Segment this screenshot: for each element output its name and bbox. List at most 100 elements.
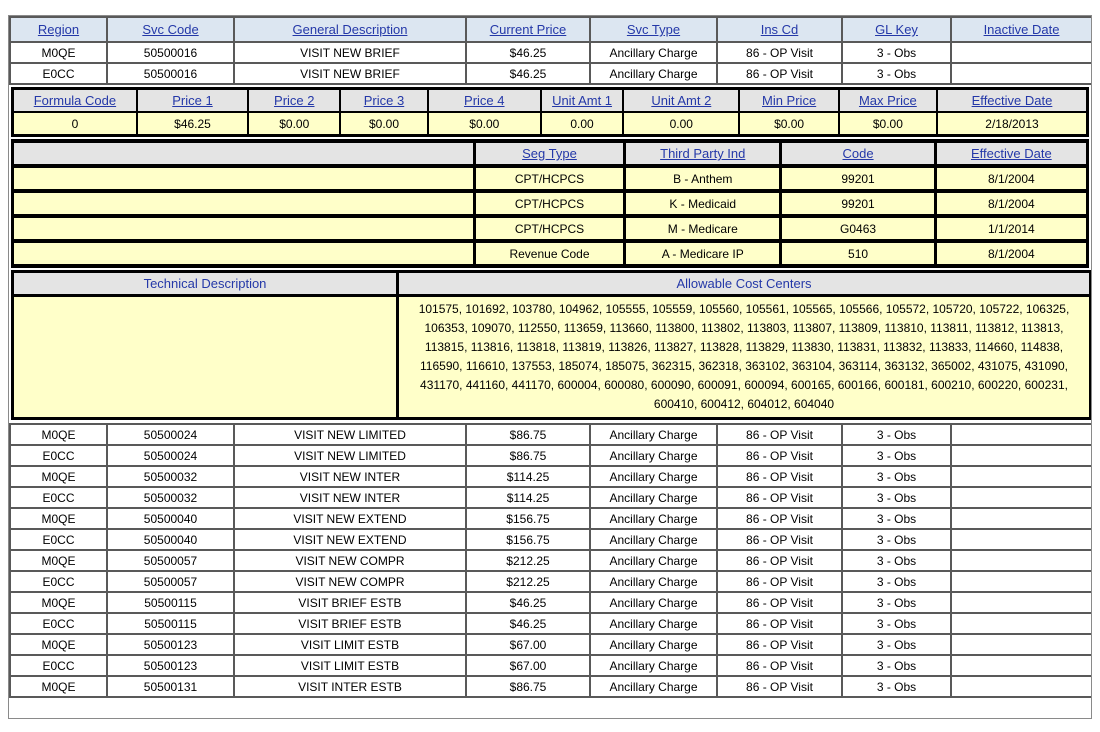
cell-description: VISIT NEW COMPR: [233, 570, 467, 593]
cell-gl-key: 3 - Obs: [841, 486, 952, 509]
column-header-ins-cd-label[interactable]: Ins Cd: [760, 22, 799, 37]
column-header-max-price[interactable]: Max Price: [837, 87, 939, 113]
cell-inactive-date: [950, 675, 1091, 698]
cell-effective-date: 1/1/2014: [933, 214, 1090, 243]
column-header-unit-amt-2-label[interactable]: Unit Amt 2: [651, 93, 712, 108]
cell-price-1: $46.25: [135, 111, 250, 137]
cell-svc-code: 50500131: [106, 675, 235, 698]
cell-spacer: [11, 189, 476, 218]
column-header-current-price[interactable]: Current Price: [465, 16, 591, 43]
cell-description: VISIT BRIEF ESTB: [233, 612, 467, 635]
cell-price: $212.25: [465, 549, 591, 572]
column-header-inactive-date-label[interactable]: Inactive Date: [983, 22, 1060, 37]
cell-spacer: [11, 239, 476, 268]
column-header-gl-key-label[interactable]: GL Key: [875, 22, 918, 37]
column-header-current-price-label[interactable]: Current Price: [489, 22, 567, 37]
cell-gl-key: 3 - Obs: [841, 654, 952, 677]
column-header-third-party-ind-label[interactable]: Third Party Ind: [660, 146, 746, 161]
column-header-general-description[interactable]: General Description: [233, 16, 467, 43]
cell-gl-key: 3 - Obs: [841, 507, 952, 530]
cell-gl-key: 3 - Obs: [841, 612, 952, 635]
column-header-min-price-label[interactable]: Min Price: [762, 93, 817, 108]
cell-region: M0QE: [9, 423, 108, 446]
cell-ins-cd: 86 - OP Visit: [716, 41, 843, 64]
column-header-code-label[interactable]: Code: [842, 146, 874, 161]
cell-third-party-ind: K - Medicaid: [623, 189, 783, 218]
column-header-svc-code-label[interactable]: Svc Code: [142, 22, 199, 37]
table-row: M0QE 50500057 VISIT NEW COMPR $212.25 Ancill…: [9, 549, 1091, 572]
column-header-min-price[interactable]: Min Price: [738, 87, 840, 113]
cell-inactive-date: [950, 591, 1091, 614]
service-header-table: Region Svc Code General Description Curr…: [9, 16, 1091, 85]
column-header-ins-cd[interactable]: Ins Cd: [716, 16, 843, 43]
cell-price-3: $0.00: [339, 111, 429, 137]
detail-data-row: 101575, 101692, 103780, 104962, 105555, …: [11, 294, 1091, 420]
column-header-seg-type-label[interactable]: Seg Type: [522, 146, 577, 161]
cell-inactive-date: [950, 612, 1091, 635]
cell-gl-key: 3 - Obs: [841, 591, 952, 614]
cell-description: VISIT NEW EXTEND: [233, 528, 467, 551]
cell-price: $212.25: [465, 570, 591, 593]
cell-inactive-date: [950, 633, 1091, 656]
formula-header-row: Formula Code Price 1 Price 2 Price 3 Pri…: [11, 87, 1089, 113]
cell-seg-type: CPT/HCPCS: [472, 214, 627, 243]
column-header-svc-type-label[interactable]: Svc Type: [626, 22, 681, 37]
table-row: M0QE 50500115 VISIT BRIEF ESTB $46.25 Ancill…: [9, 591, 1091, 614]
column-header-seg-type[interactable]: Seg Type: [472, 139, 627, 168]
column-header-gl-key[interactable]: GL Key: [841, 16, 952, 43]
cell-region: E0CC: [9, 570, 108, 593]
column-header-effective-date[interactable]: Effective Date: [936, 87, 1089, 113]
column-header-code[interactable]: Code: [779, 139, 937, 168]
column-header-seg-effective-date-label[interactable]: Effective Date: [970, 146, 1052, 161]
column-header-price-1[interactable]: Price 1: [135, 87, 250, 113]
technical-description-value: [11, 294, 399, 420]
cell-code: G0463: [779, 214, 937, 243]
column-header-price-2-label[interactable]: Price 2: [274, 93, 315, 108]
column-header-price-2[interactable]: Price 2: [247, 87, 342, 113]
segment-header-row: Seg Type Third Party Ind Code Effective …: [11, 139, 1090, 168]
column-header-price-4[interactable]: Price 4: [426, 87, 542, 113]
column-header-price-3[interactable]: Price 3: [339, 87, 429, 113]
column-header-formula-code[interactable]: Formula Code: [11, 87, 138, 113]
column-header-price-3-label[interactable]: Price 3: [363, 93, 405, 108]
table-row: E0CC 50500057 VISIT NEW COMPR $212.25 Ancill…: [9, 570, 1091, 593]
column-header-svc-type[interactable]: Svc Type: [589, 16, 718, 43]
column-header-inactive-date[interactable]: Inactive Date: [950, 16, 1091, 43]
cell-svc-type: Ancillary Charge: [589, 486, 718, 509]
column-header-general-description-label[interactable]: General Description: [292, 22, 408, 37]
column-header-unit-amt-1-label[interactable]: Unit Amt 1: [552, 93, 613, 108]
cell-price: $67.00: [465, 654, 591, 677]
cell-spacer: [11, 214, 476, 243]
column-header-region-label[interactable]: Region: [37, 22, 80, 37]
column-header-formula-code-label[interactable]: Formula Code: [33, 93, 117, 108]
cell-description: VISIT NEW INTER: [233, 465, 467, 488]
column-header-unit-amt-2[interactable]: Unit Amt 2: [622, 87, 741, 113]
cell-min-price: $0.00: [738, 111, 840, 137]
column-header-seg-effective-date[interactable]: Effective Date: [933, 139, 1090, 168]
column-header-region[interactable]: Region: [9, 16, 108, 43]
column-header-svc-code[interactable]: Svc Code: [106, 16, 235, 43]
column-header-unit-amt-1[interactable]: Unit Amt 1: [539, 87, 625, 113]
table-row: CPT/HCPCS M - Medicare G0463 1/1/2014: [11, 214, 1090, 243]
cell-region: M0QE: [9, 633, 108, 656]
column-header-price-4-label[interactable]: Price 4: [464, 93, 505, 108]
cell-formula-code: 0: [11, 111, 138, 137]
column-header-max-price-label[interactable]: Max Price: [858, 93, 917, 108]
cell-ins-cd: 86 - OP Visit: [716, 549, 843, 572]
cell-region: E0CC: [9, 654, 108, 677]
cell-svc-code: 50500057: [106, 570, 235, 593]
cell-svc-code: 50500123: [106, 654, 235, 677]
cell-effective-date: 8/1/2004: [933, 164, 1090, 193]
cell-svc-code: 50500115: [106, 591, 235, 614]
cell-price: $67.00: [465, 633, 591, 656]
cell-description: VISIT BRIEF ESTB: [233, 591, 467, 614]
cell-third-party-ind: M - Medicare: [623, 214, 783, 243]
cell-svc-code: 50500057: [106, 549, 235, 572]
column-header-effective-date-label[interactable]: Effective Date: [971, 93, 1053, 108]
table-row: E0CC 50500040 VISIT NEW EXTEND $156.75 Ancil…: [9, 528, 1091, 551]
column-header-price-1-label[interactable]: Price 1: [172, 93, 213, 108]
cell-inactive-date: [950, 62, 1091, 85]
cell-ins-cd: 86 - OP Visit: [716, 507, 843, 530]
cell-region: E0CC: [9, 62, 108, 85]
column-header-third-party-ind[interactable]: Third Party Ind: [623, 139, 783, 168]
